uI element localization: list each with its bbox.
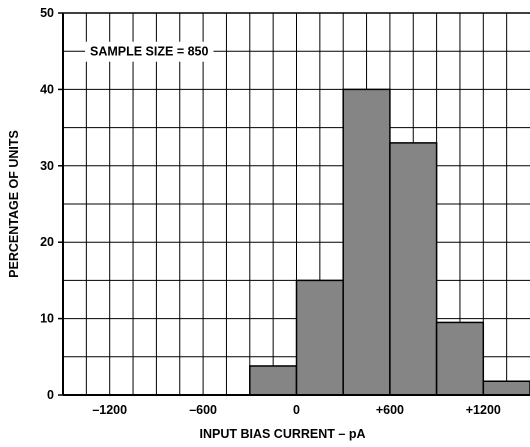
histogram-bar (342, 88, 391, 396)
histogram-bar (295, 279, 344, 396)
x-axis-label: INPUT BIAS CURRENT – pA (200, 427, 366, 441)
x-tick-labels: –1200 –600 0 +600 +1200 (92, 403, 501, 417)
sample-size-annotation: SAMPLE SIZE = 850 (90, 45, 208, 59)
x-tick-label: –600 (189, 403, 217, 417)
y-tick-label: 10 (40, 312, 54, 326)
x-tick-label: +1200 (466, 403, 501, 417)
bars (249, 88, 530, 396)
y-tick-label: 0 (47, 388, 54, 402)
histogram-bar (482, 380, 530, 396)
histogram-bar (249, 365, 298, 396)
y-tick-labels: 0 10 20 30 40 50 (40, 6, 54, 402)
plot-frame (58, 12, 530, 396)
x-tick-label: –1200 (92, 403, 127, 417)
x-tick-label: 0 (293, 403, 300, 417)
y-tick-label: 30 (40, 159, 54, 173)
y-tick-label: 40 (40, 82, 54, 96)
y-tick-label: 50 (40, 6, 54, 20)
histogram-bar (435, 321, 485, 396)
histogram-bar (389, 142, 438, 396)
x-tick-label: +600 (376, 403, 404, 417)
annotation-background (85, 41, 214, 62)
y-tick-label: 20 (40, 235, 54, 249)
y-axis-label: PERCENTAGE OF UNITS (7, 130, 21, 278)
